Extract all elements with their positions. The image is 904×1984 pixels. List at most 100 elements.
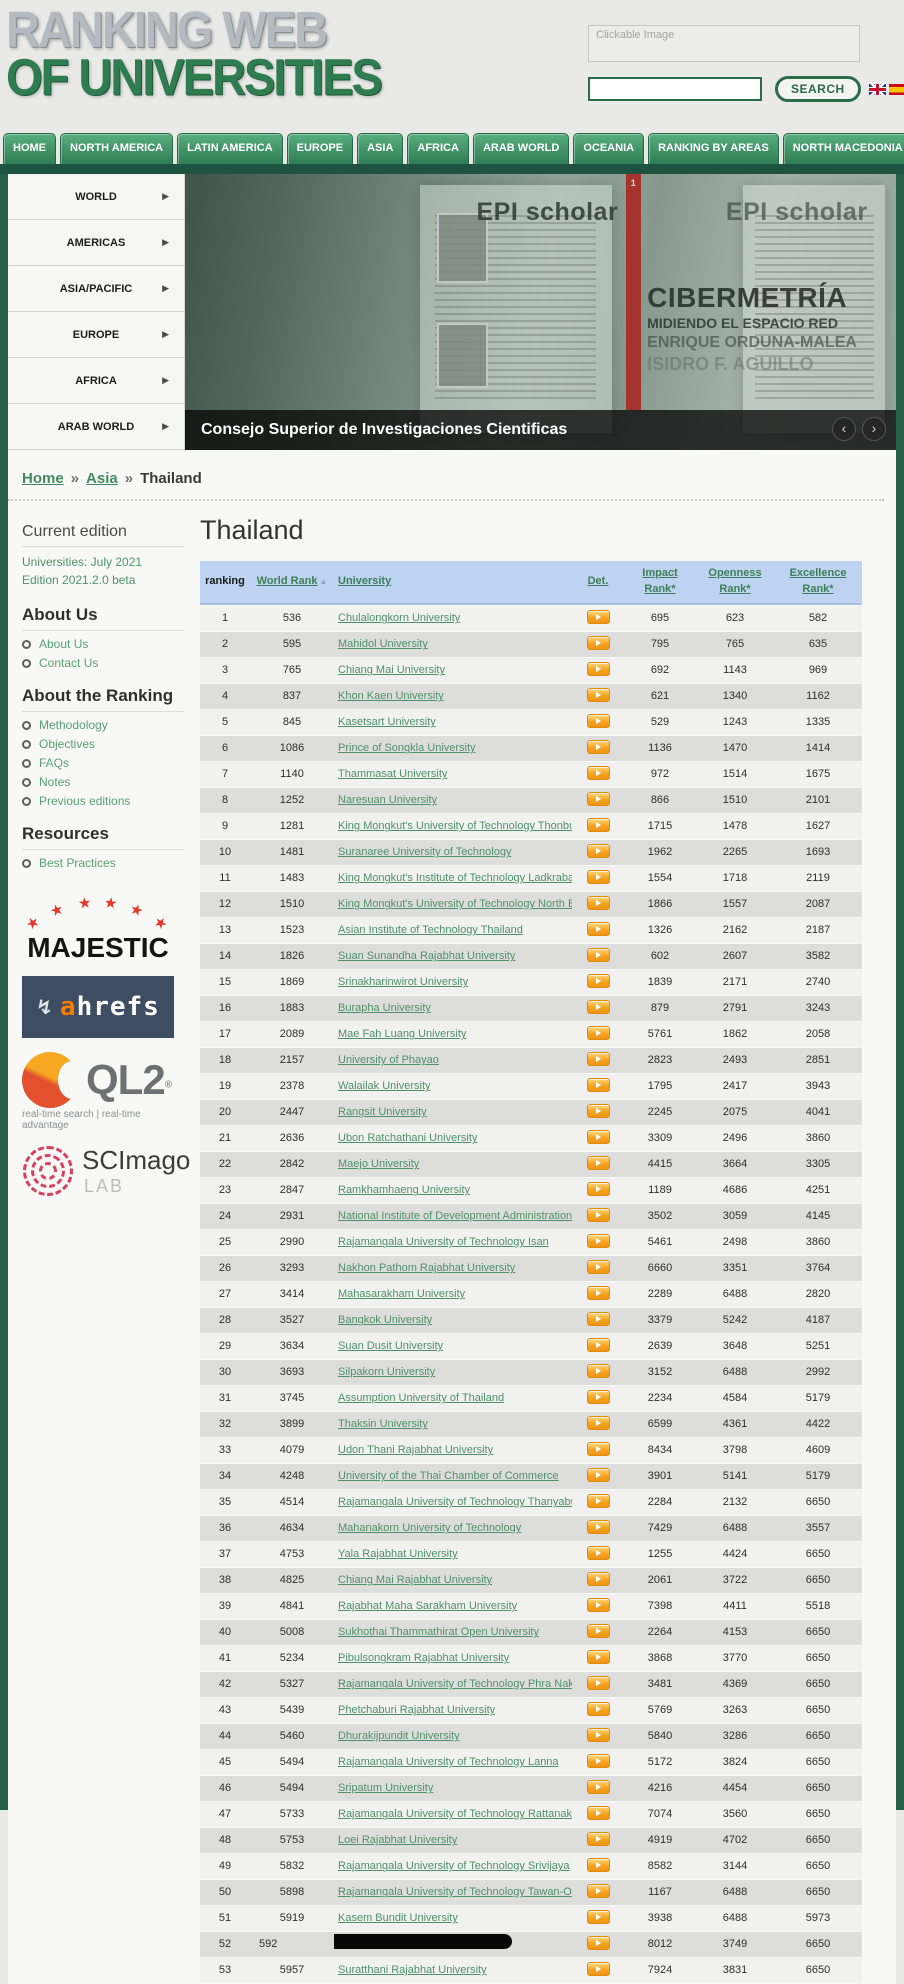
- university-link[interactable]: King Mongkut's University of Technology …: [338, 898, 572, 911]
- column-header-link-impact-rank[interactable]: Impact Rank*: [642, 567, 678, 595]
- detail-icon[interactable]: [586, 1025, 610, 1040]
- region-menu-item-americas[interactable]: AMERICAS ▶: [8, 220, 184, 266]
- university-link[interactable]: Ubon Ratchathani University: [338, 1132, 478, 1145]
- university-link[interactable]: King Mongkut's University of Technology …: [338, 820, 572, 833]
- detail-icon[interactable]: [586, 1519, 610, 1534]
- university-link[interactable]: Rajamangala University of Technology Sri…: [338, 1860, 570, 1873]
- detail-icon[interactable]: [586, 1701, 610, 1716]
- nav-tab-africa[interactable]: AFRICA: [407, 133, 469, 164]
- detail-icon[interactable]: [586, 1155, 610, 1170]
- university-link[interactable]: Mahanakorn University of Technology: [338, 1522, 522, 1535]
- detail-icon[interactable]: [586, 1675, 610, 1690]
- detail-icon[interactable]: [586, 843, 610, 858]
- nav-tab-latin-america[interactable]: LATIN AMERICA: [177, 133, 283, 164]
- detail-icon[interactable]: [586, 1961, 610, 1976]
- university-link[interactable]: Khon Kaen University: [338, 690, 444, 703]
- detail-icon[interactable]: [586, 921, 610, 936]
- detail-icon[interactable]: [586, 1233, 610, 1248]
- university-link[interactable]: Loei Rajabhat University: [338, 1834, 458, 1847]
- column-header-link-excellence-rank[interactable]: Excellence Rank*: [789, 567, 847, 595]
- university-link[interactable]: Sripatum University: [338, 1782, 434, 1795]
- detail-icon[interactable]: [586, 1831, 610, 1846]
- university-link[interactable]: Rajamangala University of Technology Isa…: [338, 1236, 549, 1249]
- university-link[interactable]: National Institute of Development Admini…: [338, 1210, 572, 1223]
- nav-tab-north-macedonia[interactable]: NORTH MACEDONIA: [782, 133, 904, 164]
- university-link[interactable]: Prince of Songkla University: [338, 742, 476, 755]
- detail-icon[interactable]: [586, 1727, 610, 1742]
- university-link[interactable]: University of the Thai Chamber of Commer…: [338, 1470, 559, 1483]
- university-link[interactable]: Chiang Mai University: [338, 664, 445, 677]
- detail-icon[interactable]: [586, 1415, 610, 1430]
- nav-tab-north-america[interactable]: NORTH AMERICA: [60, 133, 174, 164]
- university-link[interactable]: King Mongkut's Institute of Technology L…: [338, 872, 572, 885]
- university-link[interactable]: Rajamangala University of Technology Taw…: [338, 1886, 572, 1899]
- sidebar-link-about-us[interactable]: About Us: [39, 637, 89, 651]
- carousel-next-button[interactable]: ›: [862, 417, 886, 441]
- breadcrumb-link-asia[interactable]: Asia: [86, 470, 118, 487]
- university-link[interactable]: Rangsit University: [338, 1106, 427, 1119]
- region-menu-item-africa[interactable]: AFRICA ▶: [8, 358, 184, 404]
- detail-icon[interactable]: [586, 661, 610, 676]
- region-menu-item-asia-pacific[interactable]: ASIA/PACIFIC ▶: [8, 266, 184, 312]
- spain-flag-icon[interactable]: [888, 83, 904, 95]
- university-link[interactable]: Rajamangala University of Technology Phr…: [338, 1678, 572, 1691]
- detail-icon[interactable]: [586, 739, 610, 754]
- detail-icon[interactable]: [586, 1935, 610, 1950]
- detail-icon[interactable]: [586, 1337, 610, 1352]
- detail-icon[interactable]: [586, 999, 610, 1014]
- detail-icon[interactable]: [586, 609, 610, 624]
- sidebar-link-methodology[interactable]: Methodology: [39, 718, 108, 732]
- university-link[interactable]: Burapha University: [338, 1002, 431, 1015]
- majestic-logo[interactable]: ★ ★ ★ ★ ★ ★ MAJESTIC: [22, 894, 174, 964]
- university-link[interactable]: Udon Thani Rajabhat University: [338, 1444, 494, 1457]
- university-link[interactable]: Pibulsongkram Rajabhat University: [338, 1652, 510, 1665]
- university-link[interactable]: Naresuan University: [338, 794, 438, 807]
- search-button[interactable]: SEARCH: [775, 76, 861, 102]
- university-link[interactable]: Rajamangala University of Technology Lan…: [338, 1756, 559, 1769]
- detail-icon[interactable]: [586, 1649, 610, 1664]
- detail-icon[interactable]: [586, 1883, 610, 1898]
- uk-flag-icon[interactable]: [868, 83, 886, 95]
- university-link[interactable]: Chulalongkorn University: [338, 612, 461, 625]
- detail-icon[interactable]: [586, 1493, 610, 1508]
- scimago-logo[interactable]: SCImago LAB: [22, 1145, 190, 1197]
- detail-icon[interactable]: [586, 1779, 610, 1794]
- ql2-logo[interactable]: QL2® real-time search | real-time advant…: [22, 1052, 188, 1131]
- detail-icon[interactable]: [586, 947, 610, 962]
- region-menu-item-arab-world[interactable]: ARAB WORLD ▶: [8, 404, 184, 450]
- detail-icon[interactable]: [586, 1909, 610, 1924]
- sidebar-link-contact-us[interactable]: Contact Us: [39, 656, 99, 670]
- detail-icon[interactable]: [586, 1467, 610, 1482]
- detail-icon[interactable]: [586, 817, 610, 832]
- detail-icon[interactable]: [586, 1805, 610, 1820]
- detail-icon[interactable]: [586, 1571, 610, 1586]
- university-link[interactable]: Silpakorn University: [338, 1366, 436, 1379]
- detail-icon[interactable]: [586, 1051, 610, 1066]
- detail-icon[interactable]: [586, 973, 610, 988]
- search-input[interactable]: [588, 77, 762, 101]
- nav-tab-ranking-by-areas[interactable]: RANKING BY AREAS: [648, 133, 779, 164]
- detail-icon[interactable]: [586, 1259, 610, 1274]
- detail-icon[interactable]: [586, 1623, 610, 1638]
- detail-icon[interactable]: [586, 869, 610, 884]
- detail-icon[interactable]: [586, 1753, 610, 1768]
- university-link[interactable]: Mahidol University: [338, 638, 428, 651]
- detail-icon[interactable]: [586, 1363, 610, 1378]
- university-link[interactable]: Kasetsart University: [338, 716, 436, 729]
- university-link[interactable]: Thammasat University: [338, 768, 448, 781]
- region-menu-item-world[interactable]: WORLD ▶: [8, 174, 184, 220]
- university-link[interactable]: Rajamangala University of Technology Rat…: [338, 1808, 572, 1821]
- detail-icon[interactable]: [586, 1077, 610, 1092]
- column-header-link-det[interactable]: Det.: [587, 574, 609, 587]
- nav-tab-asia[interactable]: ASIA: [357, 133, 404, 164]
- detail-icon[interactable]: [586, 1285, 610, 1300]
- university-link[interactable]: Rajabhat Maha Sarakham University: [338, 1600, 518, 1613]
- university-link[interactable]: Maejo University: [338, 1158, 420, 1171]
- university-link[interactable]: Chiang Mai Rajabhat University: [338, 1574, 493, 1587]
- university-link[interactable]: Srinakharinwirot University: [338, 976, 469, 989]
- university-link[interactable]: Mahasarakham University: [338, 1288, 466, 1301]
- university-link[interactable]: Walailak University: [338, 1080, 431, 1093]
- region-menu-item-europe[interactable]: EUROPE ▶: [8, 312, 184, 358]
- sidebar-link-faqs[interactable]: FAQs: [39, 756, 70, 770]
- detail-icon[interactable]: [586, 765, 610, 780]
